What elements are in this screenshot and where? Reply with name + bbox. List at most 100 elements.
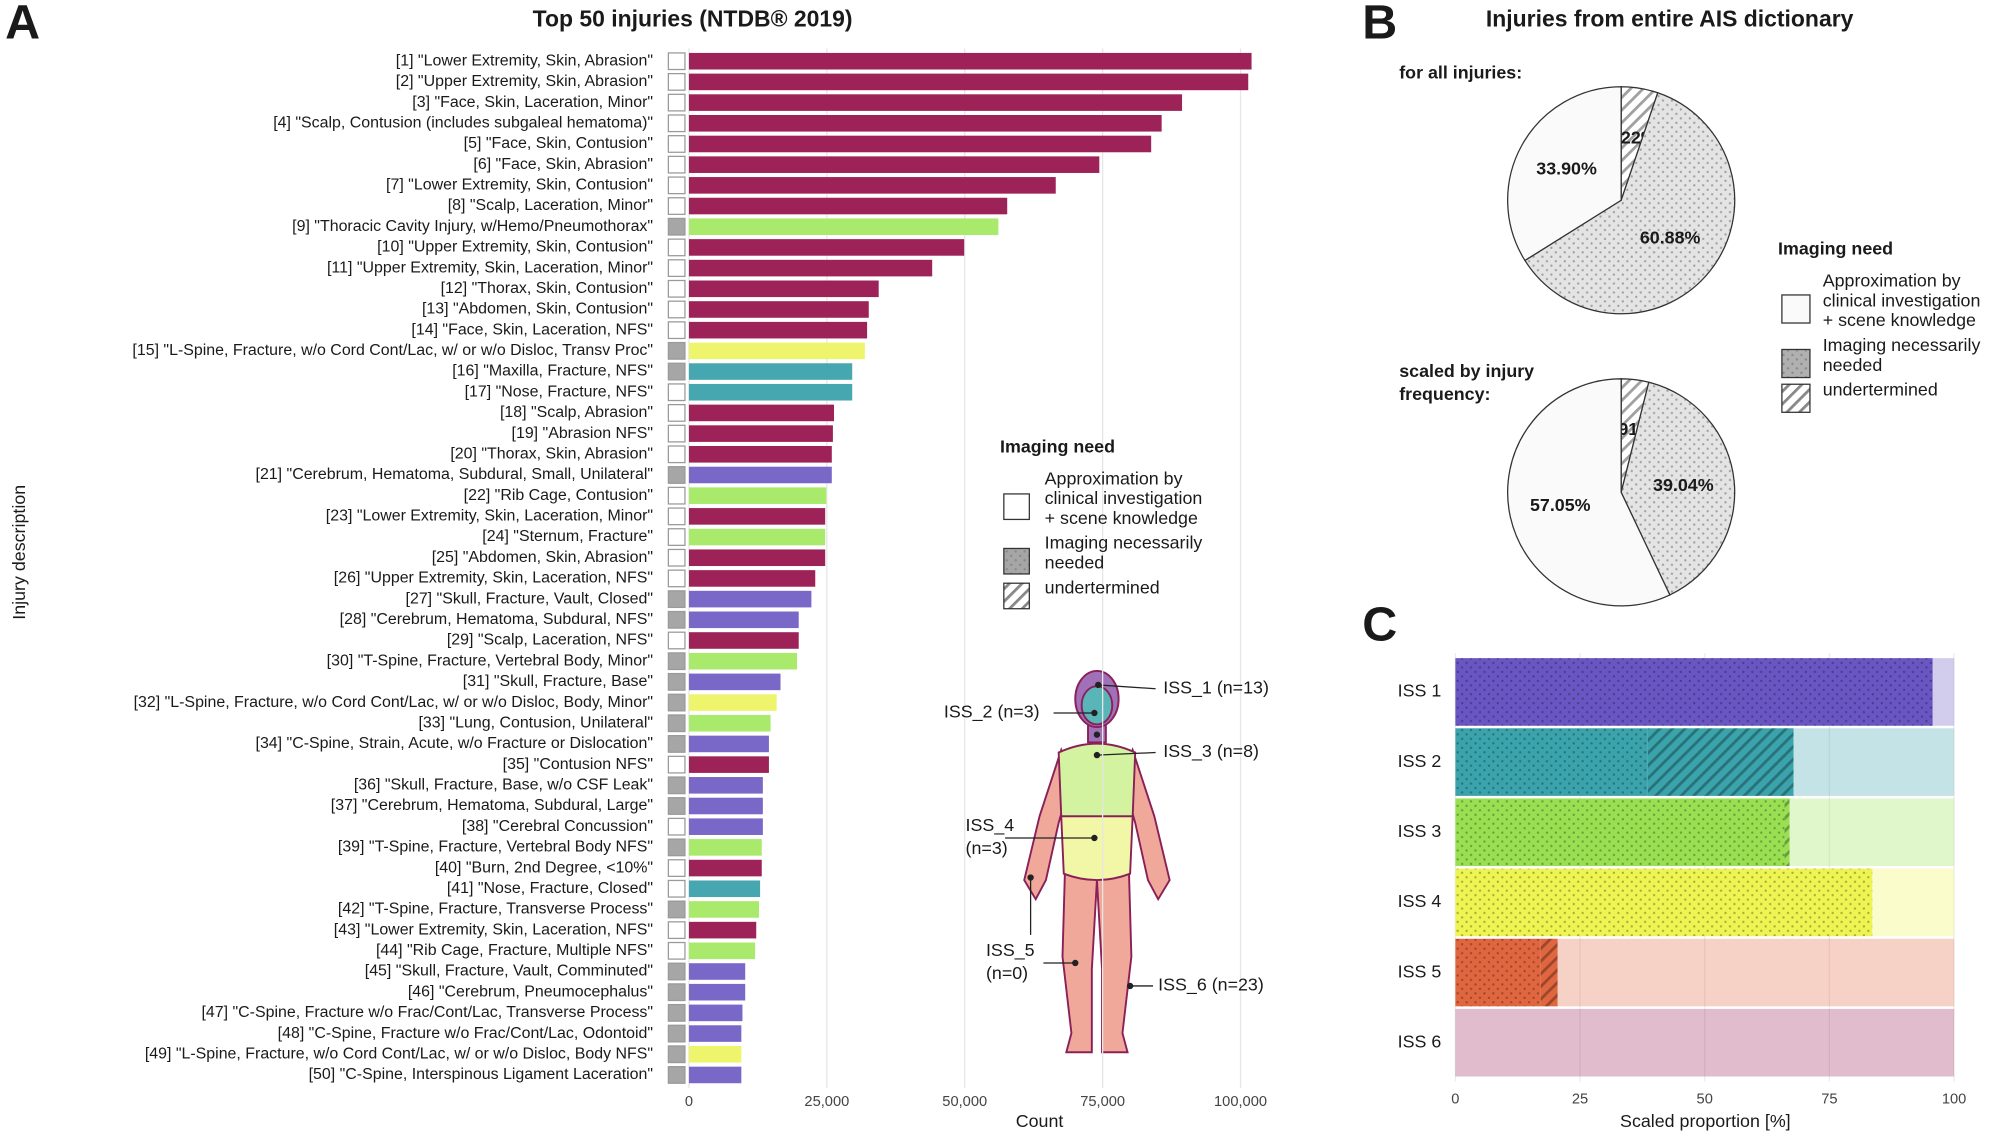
bar-segment [1784,798,1790,867]
legend-label: clinical investigation [1045,488,1203,508]
imaging-box [667,569,686,588]
panel-letter: A [5,0,40,49]
bar [688,942,756,960]
y-tick-label: [28] "Cerebrum, Hematoma, Subdural, NFS" [340,611,653,628]
bar [688,52,1252,70]
imaging-box [667,735,686,753]
y-tick-label: [20] "Thorax, Skin, Abrasion" [450,446,653,463]
annotation: (n=0) [986,963,1028,983]
subtitle: scaled by injury [1399,361,1534,381]
x-tick-label: 0 [685,1094,693,1110]
annotation: ISS_2 (n=3) [944,702,1040,723]
bar [688,404,835,422]
bar [688,1066,742,1084]
bar [688,632,799,649]
bar [688,156,1100,173]
y-tick-label: [11] "Upper Extremity, Skin, Laceration,… [327,259,653,276]
y-tick-label: [39] "T-Spine, Fracture, Vertebral Body … [338,839,653,856]
bar [688,963,746,980]
annotation: ISS_4 [966,815,1015,836]
legend-label: Imaging necessarily [1823,335,1981,355]
imaging-box [667,900,686,919]
legend-swatch [1781,294,1811,324]
face [1080,685,1114,726]
annotation: ISS_3 (n=8) [1163,741,1259,762]
value-label: 57.05% [1530,495,1591,515]
y-tick-label: ISS 3 [1398,821,1442,841]
y-tick-label: [48] "C-Spine, Fracture w/o Frac/Cont/La… [278,1025,653,1042]
imaging-box [667,217,686,236]
bar [688,1025,742,1042]
imaging-box [667,590,686,609]
value-label: 39.04% [1653,475,1714,495]
y-tick-label: [34] "C-Spine, Strain, Acute, w/o Fractu… [256,735,654,752]
imaging-box [667,1066,686,1084]
y-tick-label: [36] "Skull, Fracture, Base, w/o CSF Lea… [354,777,653,794]
imaging-box [667,135,686,153]
legend-title: Imaging need [1778,239,1893,259]
imaging-box [667,279,686,298]
bar [688,425,833,442]
y-tick-label: [25] "Abdomen, Skin, Abrasion" [432,549,653,566]
imaging-box [667,714,686,733]
x-tick-label: 75 [1821,1091,1837,1107]
legend-label: clinical investigation [1823,290,1981,310]
legend-label: Approximation by [1823,271,1961,291]
imaging-box [667,1024,686,1043]
annotation: ISS_6 (n=23) [1158,975,1264,996]
bar-segment [1932,658,1955,726]
imaging-box [667,52,686,71]
bar [688,280,879,298]
bar-segment [1455,1008,1955,1077]
legend-label: Approximation by [1045,468,1183,488]
bar [688,94,1183,111]
bar [688,839,762,856]
y-tick-label: [27] "Skull, Fracture, Vault, Closed" [406,590,654,607]
chart-title: Top 50 injuries (NTDB® 2019) [533,5,853,31]
bar [688,114,1162,132]
pointer-dot [1095,681,1102,689]
left-leg [1061,865,1098,1054]
y-tick-label: [17] "Nose, Fracture, NFS" [465,383,653,400]
y-tick-label: [6] "Face, Skin, Abrasion" [473,156,653,173]
y-tick-label: [3] "Face, Skin, Laceration, Minor" [412,94,653,111]
imaging-box [667,859,686,877]
imaging-box [667,424,686,443]
imaging-box [667,321,686,340]
bar [688,197,1008,215]
y-tick-label: [23] "Lower Extremity, Skin, Laceration,… [326,508,653,525]
imaging-box [667,528,686,546]
y-tick-label: [32] "L-Spine, Fracture, w/o Cord Cont/L… [134,694,653,711]
bar-segment [1793,728,1955,796]
bar [688,673,781,691]
imaging-box [667,238,686,257]
annotation: (n=3) [966,838,1008,858]
subtitle: frequency: [1399,384,1490,404]
bar-segment [1455,868,1873,937]
y-axis-title: Injury description [9,485,29,620]
imaging-box [667,693,686,712]
imaging-box [667,155,686,174]
bar [688,383,853,401]
y-tick-label: [10] "Upper Extremity, Skin, Contusion" [377,239,653,256]
bar [688,466,832,484]
imaging-box [667,776,686,795]
value-label: 60.88% [1640,228,1701,248]
bar [688,983,746,1001]
imaging-box [667,341,686,360]
bar [688,777,763,794]
x-tick-label: 100 [1942,1091,1966,1107]
bar [688,859,762,877]
imaging-box [667,486,686,505]
imaging-box [667,403,686,422]
bar [688,652,798,670]
imaging-box [667,1045,686,1064]
bar [688,549,826,567]
bar [688,446,832,463]
bar [688,218,999,236]
bar [688,487,827,504]
panel-letter: C [1362,597,1397,651]
y-tick-label: [41] "Nose, Fracture, Closed" [447,880,653,897]
